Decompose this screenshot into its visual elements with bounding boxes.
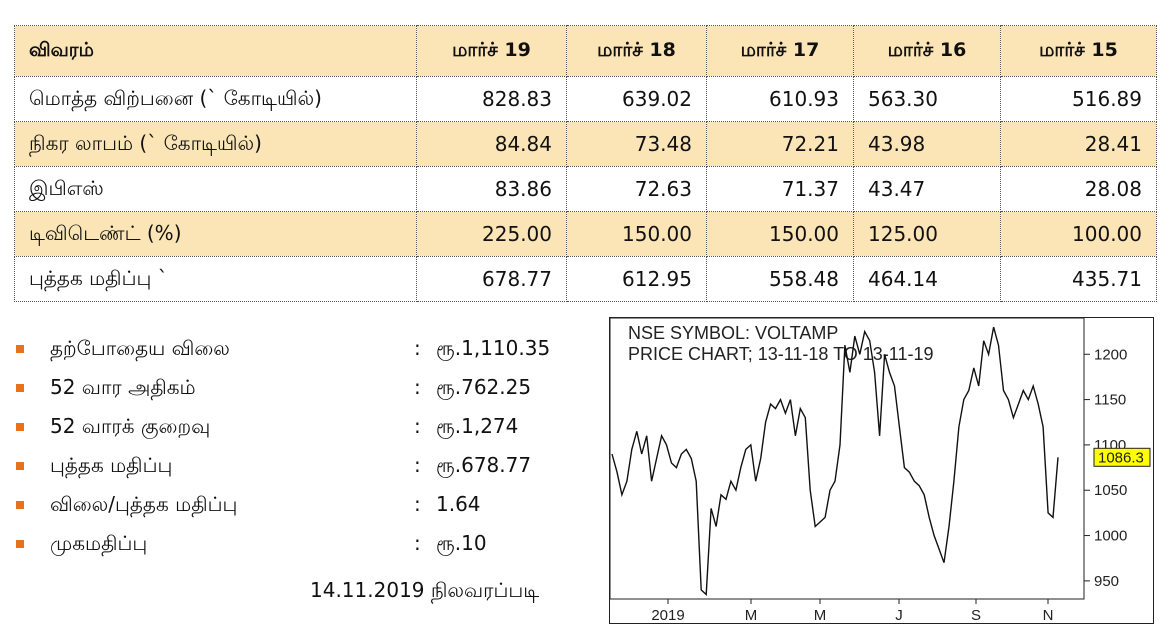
row-label: புத்தக மதிப்பு ` <box>14 256 417 302</box>
stat-colon: : <box>414 336 421 360</box>
table-cell: 100.00 <box>1000 211 1157 257</box>
square-bullet-icon <box>16 384 24 392</box>
x-tick-label: J <box>895 607 903 624</box>
last-value-background <box>1093 447 1151 467</box>
table-cell: 28.41 <box>1000 121 1157 167</box>
chart-subtitle: PRICE CHART; 13-11-18 TO 13-11-19 <box>628 344 933 364</box>
column-header: மார்ச் 19 <box>416 25 567 77</box>
column-header: விவரம் <box>14 25 417 77</box>
x-tick-label: N <box>1043 607 1054 624</box>
last-value-badge: 1086.3 <box>1093 447 1151 467</box>
table-cell: 678.77 <box>416 256 567 302</box>
stat-value: ரூ.1,110.35 <box>436 336 551 360</box>
square-bullet-icon <box>16 540 24 548</box>
stat-value: ரூ.1,274 <box>436 414 519 438</box>
table-cell: 84.84 <box>416 121 567 167</box>
table-row: புத்தக மதிப்பு ` 678.77 612.95 558.48 46… <box>14 256 1157 302</box>
stat-colon: : <box>414 453 421 477</box>
y-tick-label: 950 <box>1094 573 1119 590</box>
row-label: டிவிடெண்ட் (%) <box>14 211 417 257</box>
plot-frame <box>610 318 1085 600</box>
y-tick-label: 1050 <box>1094 482 1127 499</box>
stat-label: 52 வார அதிகம் <box>50 375 196 399</box>
price-series-line <box>611 326 1059 597</box>
table-cell: 43.98 <box>853 121 1001 167</box>
table-cell: 828.83 <box>416 76 567 122</box>
stat-52-week-low: 52 வாரக் குறைவு : ரூ.1,274 <box>14 410 594 449</box>
x-tick-label: 2019 <box>651 607 684 624</box>
table-row: இபிஎஸ் 83.86 72.63 71.37 43.47 28.08 <box>14 166 1157 212</box>
financials-table: விவரம் மார்ச் 19 மார்ச் 18 மார்ச் 17 மார… <box>14 25 1157 302</box>
stat-current-price: தற்போதைய விலை : ரூ.1,110.35 <box>14 332 594 371</box>
stock-stats-list: தற்போதைய விலை : ரூ.1,110.35 52 வார அதிகம… <box>14 332 594 566</box>
table-cell: 43.47 <box>853 166 1001 212</box>
square-bullet-icon <box>16 462 24 470</box>
x-axis: 2019 M M J S N <box>651 599 1053 624</box>
stat-label: விலை/புத்தக மதிப்பு <box>50 492 238 516</box>
stat-colon: : <box>414 492 421 516</box>
table-row: டிவிடெண்ட் (%) 225.00 150.00 150.00 125.… <box>14 211 1157 257</box>
price-chart: NSE SYMBOL: VOLTAMP PRICE CHART; 13-11-1… <box>609 317 1154 624</box>
table-cell: 73.48 <box>566 121 707 167</box>
table-row: நிகர லாபம் (` கோடியில்) 84.84 73.48 72.2… <box>14 121 1157 167</box>
stat-label: 52 வாரக் குறைவு <box>50 414 211 438</box>
stat-value: 1.64 <box>436 492 481 516</box>
table-cell: 225.00 <box>416 211 567 257</box>
stat-label: முகமதிப்பு <box>50 531 148 555</box>
stat-value: ரூ.762.25 <box>436 375 532 399</box>
stat-value: ரூ.678.77 <box>436 453 532 477</box>
stat-colon: : <box>414 414 421 438</box>
x-tick-label: M <box>814 607 827 624</box>
y-tick-label: 1200 <box>1094 346 1127 363</box>
table-cell: 558.48 <box>706 256 854 302</box>
stat-face-value: முகமதிப்பு : ரூ.10 <box>14 527 594 566</box>
table-cell: 516.89 <box>1000 76 1157 122</box>
table-cell: 464.14 <box>853 256 1001 302</box>
table-cell: 28.08 <box>1000 166 1157 212</box>
table-cell: 125.00 <box>853 211 1001 257</box>
table-row: மொத்த விற்பனை (` கோடியில்) 828.83 639.02… <box>14 76 1157 122</box>
y-tick-label: 1150 <box>1094 392 1126 409</box>
x-tick-label: S <box>971 607 981 624</box>
stat-label: தற்போதைய விலை <box>50 336 230 360</box>
table-cell: 72.21 <box>706 121 854 167</box>
table-cell: 72.63 <box>566 166 707 212</box>
table-cell: 83.86 <box>416 166 567 212</box>
stat-price-to-book: விலை/புத்தக மதிப்பு : 1.64 <box>14 488 594 527</box>
column-header: மார்ச் 18 <box>566 25 707 77</box>
price-chart-svg: NSE SYMBOL: VOLTAMP PRICE CHART; 13-11-1… <box>610 318 1151 624</box>
table-cell: 71.37 <box>706 166 854 212</box>
table-header-row: விவரம் மார்ச் 19 மார்ச் 18 மார்ச் 17 மார… <box>14 25 1157 77</box>
row-label: மொத்த விற்பனை (` கோடியில்) <box>14 76 417 122</box>
row-label: இபிஎஸ் <box>14 166 417 212</box>
stat-label: புத்தக மதிப்பு <box>50 453 173 477</box>
row-label: நிகர லாபம் (` கோடியில்) <box>14 121 417 167</box>
table-cell: 150.00 <box>706 211 854 257</box>
square-bullet-icon <box>16 423 24 431</box>
table-cell: 150.00 <box>566 211 707 257</box>
y-tick-label: 1000 <box>1094 528 1127 545</box>
table-cell: 610.93 <box>706 76 854 122</box>
column-header: மார்ச் 15 <box>1000 25 1157 77</box>
x-tick-label: M <box>745 607 758 624</box>
as-of-date: 14.11.2019 நிலவரப்படி <box>310 578 540 602</box>
column-header: மார்ச் 16 <box>853 25 1001 77</box>
table-cell: 612.95 <box>566 256 707 302</box>
chart-title: NSE SYMBOL: VOLTAMP <box>628 323 838 343</box>
last-value-label: 1086.3 <box>1098 449 1144 466</box>
column-header: மார்ச் 17 <box>706 25 854 77</box>
stat-colon: : <box>414 375 421 399</box>
table-cell: 563.30 <box>853 76 1001 122</box>
stat-book-value: புத்தக மதிப்பு : ரூ.678.77 <box>14 449 594 488</box>
stat-colon: : <box>414 531 421 555</box>
table-cell: 435.71 <box>1000 256 1157 302</box>
square-bullet-icon <box>16 345 24 353</box>
table-cell: 639.02 <box>566 76 707 122</box>
stat-52-week-high: 52 வார அதிகம் : ரூ.762.25 <box>14 371 594 410</box>
square-bullet-icon <box>16 501 24 509</box>
stat-value: ரூ.10 <box>436 531 487 555</box>
